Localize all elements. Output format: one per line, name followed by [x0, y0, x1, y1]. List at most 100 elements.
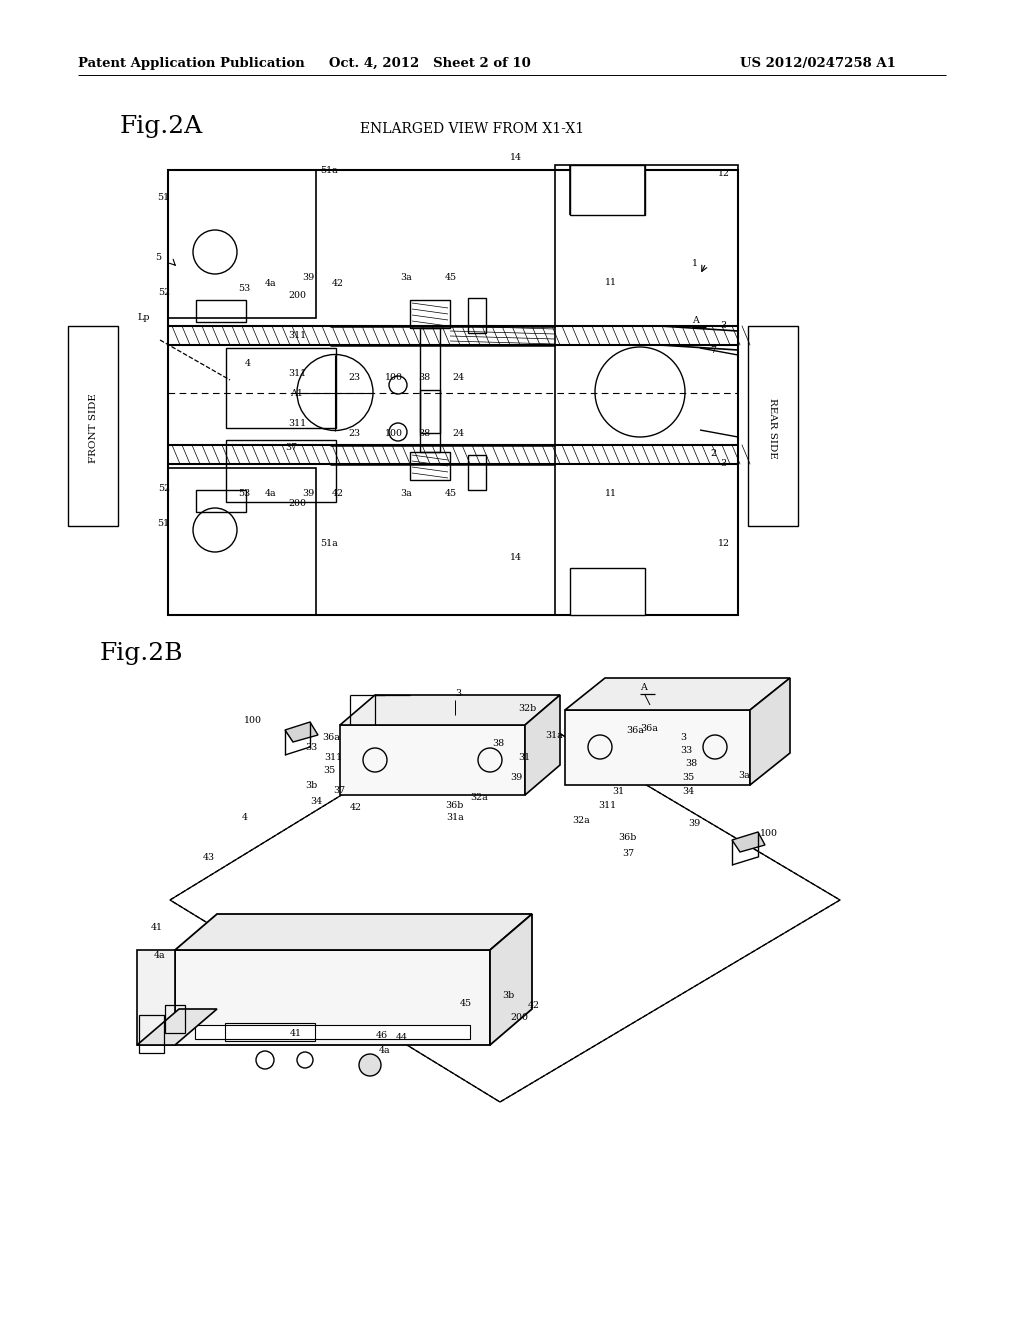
Bar [68, 326, 118, 525]
Polygon shape [340, 725, 525, 795]
Text: 41: 41 [151, 923, 163, 932]
Text: Lp: Lp [138, 313, 151, 322]
Text: 31a: 31a [545, 731, 563, 741]
Text: 311: 311 [288, 331, 306, 341]
Bar [410, 451, 450, 480]
Text: 4a: 4a [154, 950, 165, 960]
Text: Oct. 4, 2012   Sheet 2 of 10: Oct. 4, 2012 Sheet 2 of 10 [329, 57, 530, 70]
Text: 1: 1 [692, 259, 698, 268]
Text: 45: 45 [445, 273, 457, 282]
Text: 23: 23 [348, 374, 360, 381]
Text: 37: 37 [285, 444, 297, 451]
Text: A: A [692, 315, 698, 325]
Text: 11: 11 [605, 488, 617, 498]
Bar [196, 490, 246, 512]
Bar [226, 348, 336, 428]
Text: 14: 14 [510, 553, 522, 562]
Text: 100: 100 [385, 374, 403, 381]
Text: 52: 52 [158, 288, 170, 297]
Text: 53: 53 [238, 488, 250, 498]
Bar [748, 326, 798, 525]
Text: 3a: 3a [738, 771, 750, 780]
Text: 33: 33 [680, 746, 692, 755]
Text: FRONT SIDE: FRONT SIDE [88, 393, 97, 463]
Bar [468, 298, 486, 333]
Polygon shape [750, 678, 790, 785]
Bar [139, 1015, 164, 1053]
Text: 45: 45 [445, 488, 457, 498]
Bar [468, 455, 486, 490]
Text: 42: 42 [332, 279, 344, 288]
Text: 51a: 51a [319, 166, 338, 176]
Polygon shape [285, 722, 318, 742]
Text: REAR SIDE: REAR SIDE [768, 397, 777, 458]
Bar [420, 389, 440, 451]
Text: 3a: 3a [400, 273, 412, 282]
Bar [420, 327, 440, 433]
Text: 33: 33 [306, 743, 318, 752]
Text: 53: 53 [238, 284, 250, 293]
Text: 3: 3 [720, 321, 726, 330]
Text: 37: 37 [333, 785, 345, 795]
Circle shape [359, 1053, 381, 1076]
Text: 31a: 31a [446, 813, 464, 822]
Bar [226, 440, 336, 502]
Text: 14: 14 [510, 153, 522, 162]
Text: 100: 100 [760, 829, 778, 838]
Text: A: A [640, 682, 647, 692]
Text: 100: 100 [244, 715, 262, 725]
Bar [555, 165, 738, 615]
Text: 46: 46 [376, 1031, 388, 1040]
Polygon shape [137, 1008, 217, 1045]
Text: 3: 3 [720, 459, 726, 469]
Text: 35: 35 [323, 766, 335, 775]
Text: 31: 31 [518, 752, 530, 762]
Text: 200: 200 [288, 499, 306, 508]
Bar [570, 568, 645, 615]
Text: 4: 4 [242, 813, 248, 822]
Bar [168, 170, 738, 615]
Text: 36a: 36a [640, 723, 657, 733]
Text: 32b: 32b [518, 704, 537, 713]
Text: 311: 311 [598, 801, 616, 810]
Bar [195, 1026, 470, 1039]
Bar [168, 170, 316, 318]
Text: 39: 39 [510, 774, 522, 781]
Polygon shape [175, 950, 490, 1045]
Text: 41: 41 [290, 1030, 302, 1038]
Polygon shape [732, 832, 765, 851]
Text: 39: 39 [302, 273, 314, 282]
Polygon shape [137, 950, 175, 1045]
Text: 38: 38 [418, 374, 430, 381]
Text: 36b: 36b [618, 833, 636, 842]
Text: ENLARGED VIEW FROM X1-X1: ENLARGED VIEW FROM X1-X1 [360, 121, 584, 136]
Text: 36a: 36a [626, 726, 644, 735]
Text: 24: 24 [452, 374, 464, 381]
Text: 3: 3 [680, 733, 686, 742]
Text: Fig.2B: Fig.2B [100, 642, 183, 665]
Text: 4a: 4a [379, 1045, 390, 1055]
Text: 34: 34 [682, 787, 694, 796]
Text: 51a: 51a [319, 539, 338, 548]
Text: 38: 38 [418, 429, 430, 438]
Bar [570, 165, 645, 215]
Text: 4a: 4a [265, 279, 276, 288]
Text: 24: 24 [452, 429, 464, 438]
Text: 12: 12 [718, 539, 730, 548]
Text: 37: 37 [622, 849, 634, 858]
Text: 311: 311 [288, 370, 306, 378]
Text: A1: A1 [290, 389, 303, 399]
Text: 38: 38 [492, 739, 504, 748]
Text: Patent Application Publication: Patent Application Publication [78, 57, 305, 70]
Polygon shape [175, 913, 532, 950]
Text: US 2012/0247258 A1: US 2012/0247258 A1 [740, 57, 896, 70]
Text: 51: 51 [157, 193, 169, 202]
Text: 5: 5 [155, 253, 161, 261]
Text: 311: 311 [288, 418, 306, 428]
Text: 34: 34 [310, 797, 322, 807]
Text: 11: 11 [605, 279, 617, 286]
Text: 31: 31 [612, 787, 624, 796]
Text: 43: 43 [203, 853, 215, 862]
Text: 36a: 36a [323, 733, 340, 742]
Bar [165, 1005, 185, 1034]
